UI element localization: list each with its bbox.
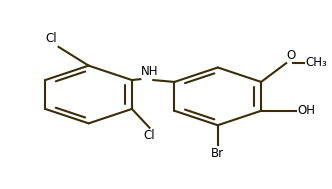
Text: O: O <box>287 49 296 62</box>
Text: CH₃: CH₃ <box>305 56 327 69</box>
Text: Cl: Cl <box>45 32 57 45</box>
Text: NH: NH <box>141 65 158 78</box>
Text: Br: Br <box>211 147 224 160</box>
Text: Cl: Cl <box>144 129 155 142</box>
Text: OH: OH <box>297 104 315 117</box>
